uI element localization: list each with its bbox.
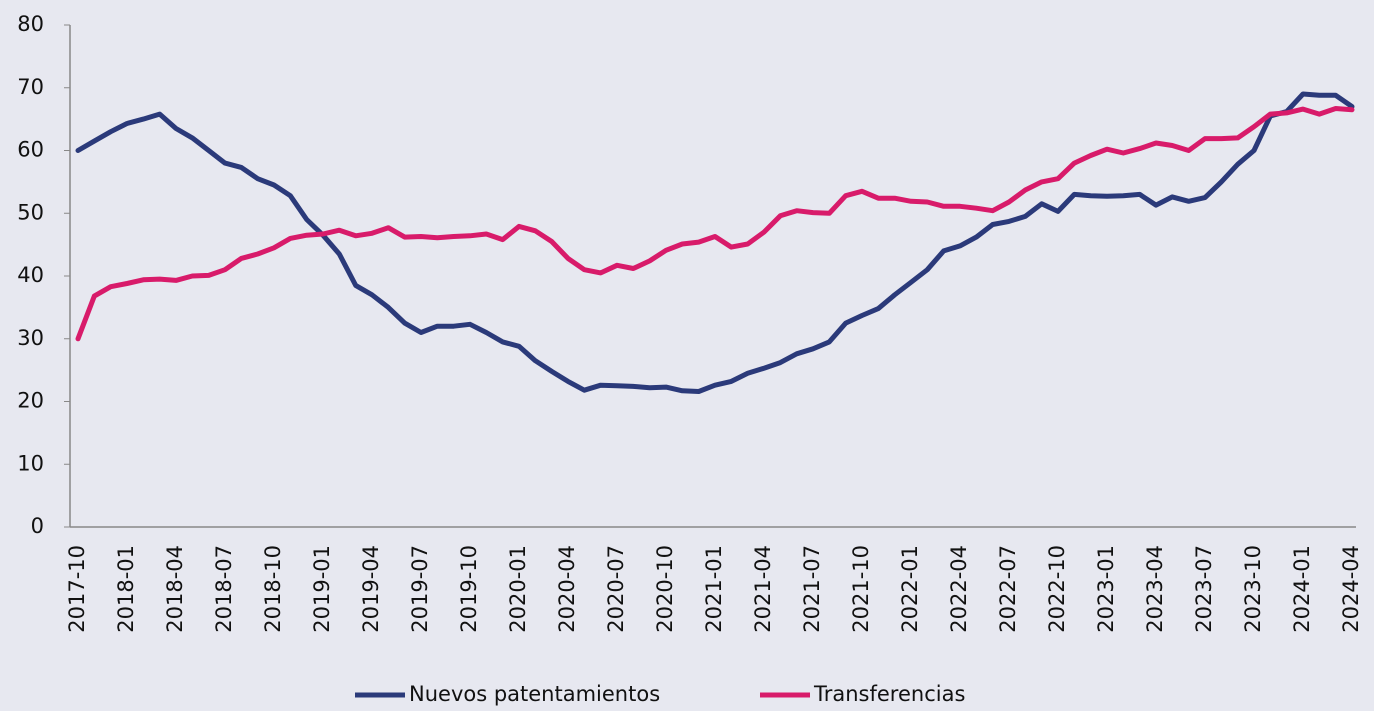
x-tick-label: 2022-10 — [1045, 545, 1069, 633]
x-tick-label: 2019-04 — [359, 545, 383, 633]
x-tick-label: 2023-10 — [1241, 545, 1265, 633]
x-tick-label: 2022-07 — [996, 545, 1020, 633]
x-tick-label: 2021-04 — [751, 545, 775, 633]
x-tick-label: 2020-04 — [555, 545, 579, 633]
x-tick-label: 2021-01 — [702, 545, 726, 633]
x-tick-label: 2018-01 — [114, 545, 138, 633]
y-tick-label: 20 — [17, 389, 44, 413]
line-series — [75, 106, 1355, 342]
x-tick-label: 2018-10 — [261, 545, 285, 633]
x-tick-label: 2023-07 — [1192, 545, 1216, 633]
x-tick-label: 2018-07 — [212, 545, 236, 633]
x-tick-label: 2019-10 — [457, 545, 481, 633]
y-tick-label: 80 — [17, 12, 44, 36]
x-tick-label: 2019-07 — [408, 545, 432, 633]
x-tick-label: 2020-10 — [653, 545, 677, 633]
y-tick-label: 60 — [17, 138, 44, 162]
y-tick-label: 70 — [17, 75, 44, 99]
x-tick-label: 2022-01 — [898, 545, 922, 633]
y-tick-label: 50 — [17, 200, 44, 224]
y-tick-label: 40 — [17, 263, 44, 287]
x-tick-label: 2021-07 — [800, 545, 824, 633]
y-tick-label: 0 — [31, 514, 44, 538]
x-tick-label: 2020-01 — [506, 545, 530, 633]
x-tick-label: 2024-04 — [1339, 545, 1363, 633]
legend-label: Nuevos patentamientos — [409, 682, 660, 706]
y-tick-label: 10 — [17, 451, 44, 475]
x-tick-label: 2023-04 — [1143, 545, 1167, 633]
x-tick-label: 2022-04 — [947, 545, 971, 633]
x-tick-label: 2017-10 — [65, 545, 89, 633]
x-tick-label: 2021-10 — [849, 545, 873, 633]
x-tick-label: 2019-01 — [310, 545, 334, 633]
line-series — [75, 91, 1355, 394]
y-tick-label: 30 — [17, 326, 44, 350]
legend-label: Transferencias — [813, 682, 965, 706]
x-tick-label: 2023-01 — [1094, 545, 1118, 633]
x-tick-label: 2020-07 — [604, 545, 628, 633]
x-tick-label: 2018-04 — [163, 545, 187, 633]
x-tick-label: 2024-01 — [1290, 545, 1314, 633]
